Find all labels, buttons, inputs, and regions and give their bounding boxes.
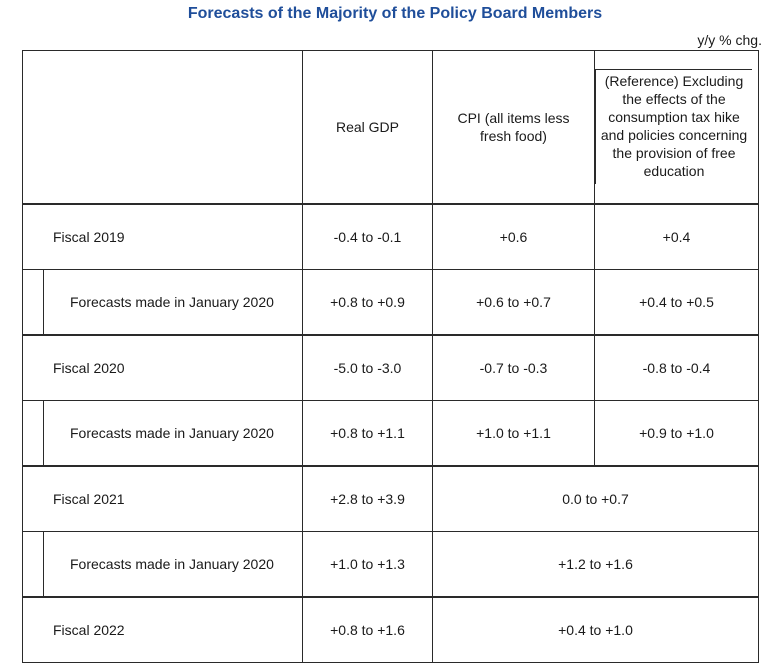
header-blank-cell [22,50,303,205]
header-cpi: CPI (all items less fresh food) [432,50,595,205]
cell-reference: +0.9 to +1.0 [594,400,759,467]
cell-cpi-merged: +1.2 to +1.6 [432,531,759,598]
table-row: Fiscal 2022 +0.8 to +1.6 +0.4 to +1.0 [22,596,759,663]
cell-real-gdp: +0.8 to +1.1 [302,400,433,467]
header-reference-cell: (Reference) Excluding the effects of the… [594,50,759,205]
header-real-gdp: Real GDP [302,50,433,205]
cell-real-gdp: -0.4 to -0.1 [302,203,433,270]
row-label-cell: Forecasts made in January 2020 [22,400,303,467]
header-reference: (Reference) Excluding the effects of the… [595,69,752,184]
cell-real-gdp: +0.8 to +1.6 [302,596,433,663]
unit-label: y/y % chg. [697,32,762,48]
table-row: Forecasts made in January 2020 +0.8 to +… [22,400,759,467]
row-label: Fiscal 2021 [22,465,303,532]
table-header-row: Real GDP CPI (all items less fresh food)… [22,50,759,205]
page-title: Forecasts of the Majority of the Policy … [187,5,603,22]
row-label: Forecasts made in January 2020 [43,270,302,334]
cell-real-gdp: +1.0 to +1.3 [302,531,433,598]
table-row: Fiscal 2019 -0.4 to -0.1 +0.6 +0.4 [22,203,759,270]
row-label-cell: Forecasts made in January 2020 [22,531,303,598]
cell-real-gdp: +2.8 to +3.9 [302,465,433,532]
row-label: Fiscal 2022 [22,596,303,663]
cell-cpi: +1.0 to +1.1 [432,400,595,467]
cell-cpi: +0.6 to +0.7 [432,269,595,336]
cell-cpi-merged: 0.0 to +0.7 [432,465,759,532]
cell-reference: +0.4 to +0.5 [594,269,759,336]
table-row: Forecasts made in January 2020 +1.0 to +… [22,531,759,598]
row-label: Forecasts made in January 2020 [43,532,302,596]
row-label-cell: Forecasts made in January 2020 [22,269,303,336]
cell-real-gdp: +0.8 to +0.9 [302,269,433,336]
forecast-table: Real GDP CPI (all items less fresh food)… [22,50,759,663]
cell-reference: -0.8 to -0.4 [594,334,759,401]
table-row: Fiscal 2021 +2.8 to +3.9 0.0 to +0.7 [22,465,759,532]
row-label: Fiscal 2019 [22,203,303,270]
cell-cpi: -0.7 to -0.3 [432,334,595,401]
cell-real-gdp: -5.0 to -3.0 [302,334,433,401]
table-row: Forecasts made in January 2020 +0.8 to +… [22,269,759,336]
cell-reference: +0.4 [594,203,759,270]
cell-cpi: +0.6 [432,203,595,270]
cell-cpi-merged: +0.4 to +1.0 [432,596,759,663]
row-label: Fiscal 2020 [22,334,303,401]
table-row: Fiscal 2020 -5.0 to -3.0 -0.7 to -0.3 -0… [22,334,759,401]
row-label: Forecasts made in January 2020 [43,401,302,465]
